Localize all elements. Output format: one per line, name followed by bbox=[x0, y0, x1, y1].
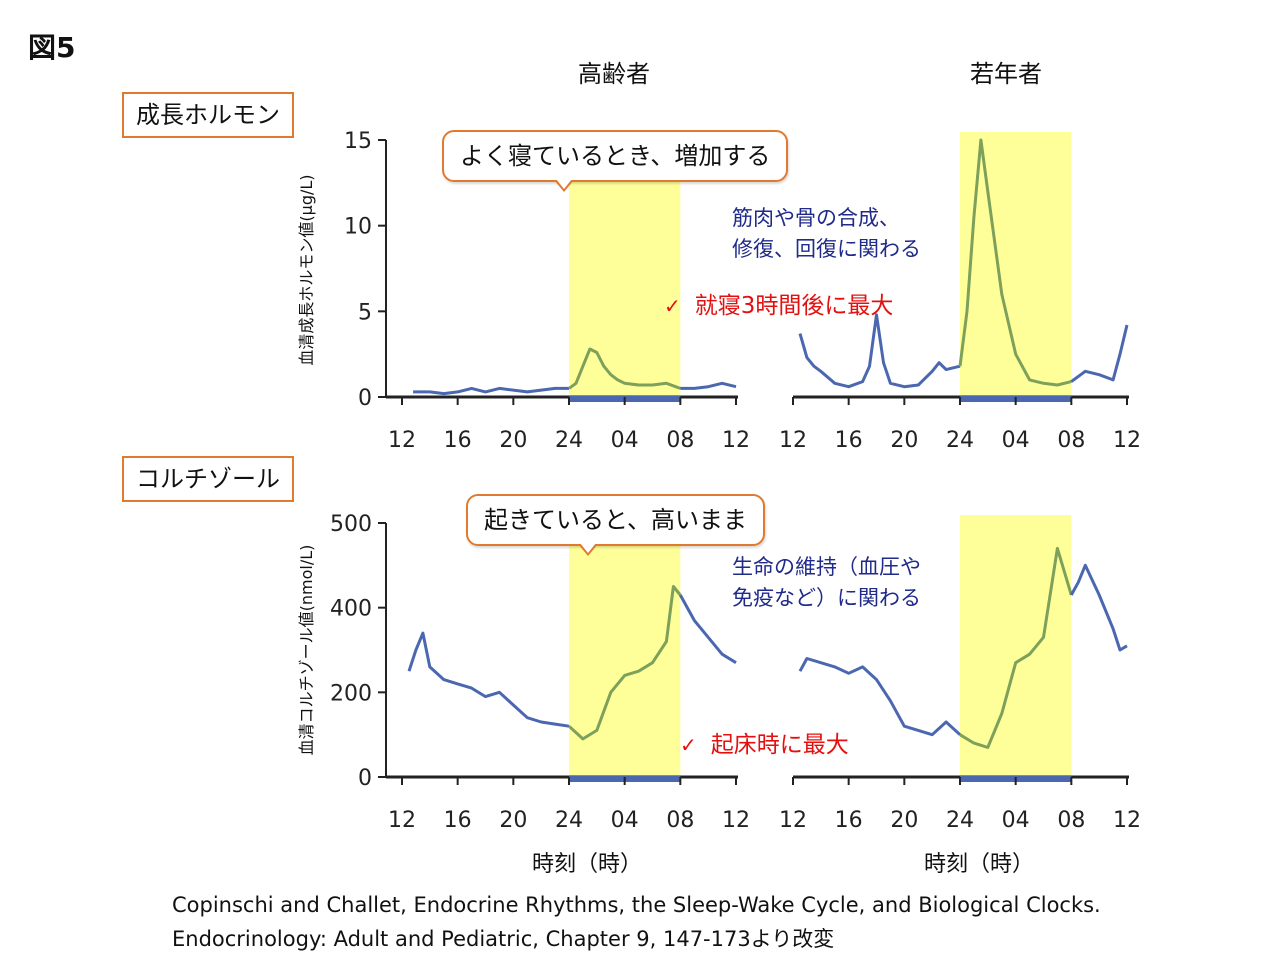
gh-young-x-tick-label: 16 bbox=[835, 428, 863, 453]
gh-function-note-line-2: 修復、回復に関わる bbox=[732, 237, 921, 261]
gh-peak-note: ✓ 就寝3時間後に最大 bbox=[664, 286, 893, 320]
cortisol-young-x-tick-label: 24 bbox=[946, 808, 974, 833]
cortisol-section-label: コルチゾール bbox=[122, 456, 294, 502]
cortisol-peak-text: 起床時に最大 bbox=[710, 732, 849, 758]
citation-line-1: Copinschi and Challet, Endocrine Rhythms… bbox=[172, 893, 1101, 917]
check-icon: ✓ bbox=[680, 733, 697, 757]
cortisol-young-sleep-highlight bbox=[960, 515, 1072, 777]
gh-elderly-x-tick-label: 08 bbox=[666, 428, 694, 453]
cortisol-young-x-tick-label: 04 bbox=[1002, 808, 1030, 833]
cortisol-young-x-tick-label: 12 bbox=[1113, 808, 1141, 833]
cortisol-elderly-y-tick-label: 500 bbox=[330, 512, 372, 537]
gh-callout: よく寝ているとき、増加する bbox=[442, 130, 789, 192]
cortisol-elderly-x-tick-label: 04 bbox=[611, 808, 639, 833]
cortisol-young-series-awake-after bbox=[1069, 563, 1128, 652]
gh-young-x-tick-label: 20 bbox=[890, 428, 918, 453]
cortisol-elderly-x-tick-label: 12 bbox=[722, 808, 750, 833]
gh-elderly-y-tick-label: 5 bbox=[358, 300, 372, 325]
gh-young-x-tick-label: 24 bbox=[946, 428, 974, 453]
cortisol-function-note: 生命の維持（血圧や 免疫など）に関わる bbox=[732, 552, 921, 614]
cortisol-elderly-x-tick-label: 16 bbox=[444, 808, 472, 833]
cortisol-young-x-tick-label: 12 bbox=[779, 808, 807, 833]
citation: Copinschi and Challet, Endocrine Rhythms… bbox=[172, 888, 1101, 956]
cortisol-elderly-y-tick-label: 400 bbox=[330, 597, 372, 622]
gh-elderly-x-tick-label: 16 bbox=[444, 428, 472, 453]
citation-line-2: Endocrinology: Adult and Pediatric, Chap… bbox=[172, 927, 835, 951]
cortisol-peak-note: ✓ 起床時に最大 bbox=[680, 725, 849, 759]
gh-elderly-series-awake-after bbox=[680, 381, 737, 390]
cortisol-elderly-y-tick-label: 0 bbox=[358, 766, 372, 791]
gh-elderly-x-tick-label: 24 bbox=[555, 428, 583, 453]
gh-elderly-x-tick-label: 12 bbox=[388, 428, 416, 453]
gh-young-series-awake-before bbox=[798, 313, 961, 389]
cortisol-young-series-awake-before bbox=[798, 657, 962, 737]
check-icon: ✓ bbox=[664, 294, 681, 318]
cortisol-function-note-line-2: 免疫など）に関わる bbox=[732, 586, 921, 610]
cortisol-elderly-series-asleep bbox=[567, 585, 682, 741]
cortisol-young-x-tick-label: 16 bbox=[835, 808, 863, 833]
gh-young-x-tick-label: 12 bbox=[1113, 428, 1141, 453]
gh-young-x-tick-label: 04 bbox=[1002, 428, 1030, 453]
gh-section-label: 成長ホルモン bbox=[122, 92, 294, 138]
gh-elderly-x-tick-label: 20 bbox=[499, 428, 527, 453]
cortisol-young-x-tick-label: 08 bbox=[1057, 808, 1085, 833]
x-axis-label-elderly: 時刻（時） bbox=[531, 852, 642, 877]
gh-young-x-tick-label: 08 bbox=[1057, 428, 1085, 453]
gh-elderly-y-tick-label: 0 bbox=[358, 386, 372, 411]
cortisol-young-x-tick-label: 20 bbox=[890, 808, 918, 833]
cortisol-young-series-asleep bbox=[959, 546, 1073, 749]
cortisol-elderly-series-awake-before bbox=[407, 631, 570, 728]
cortisol-function-note-line-1: 生命の維持（血圧や bbox=[732, 555, 921, 579]
cortisol-elderly-series-awake-after bbox=[678, 594, 737, 664]
gh-elderly-y-tick-label: 10 bbox=[344, 215, 372, 240]
x-axis-label-young: 時刻（時） bbox=[923, 852, 1034, 877]
gh-function-note: 筋肉や骨の合成、 修復、回復に関わる bbox=[732, 203, 921, 265]
gh-young-series-asleep bbox=[958, 138, 1072, 387]
gh-elderly-series-awake-before bbox=[413, 386, 569, 396]
column-title-elderly: 高齢者 bbox=[578, 60, 650, 88]
gh-elderly-series-asleep bbox=[568, 347, 681, 390]
cortisol-elderly-x-tick-label: 24 bbox=[555, 808, 583, 833]
cortisol-elderly-x-tick-label: 08 bbox=[666, 808, 694, 833]
gh-elderly-x-tick-label: 04 bbox=[611, 428, 639, 453]
gh-function-note-line-1: 筋肉や骨の合成、 bbox=[732, 206, 900, 230]
cortisol-callout: 起きていると、高いまま bbox=[466, 494, 766, 556]
gh-elderly-y-tick-label: 15 bbox=[344, 129, 372, 154]
cortisol-elderly-x-tick-label: 12 bbox=[388, 808, 416, 833]
cortisol-elderly-x-tick-label: 20 bbox=[499, 808, 527, 833]
column-title-young: 若年者 bbox=[970, 60, 1042, 88]
gh-peak-text: 就寝3時間後に最大 bbox=[694, 293, 894, 319]
figure-label: 図5 bbox=[28, 31, 76, 64]
cortisol-elderly-y-tick-label: 200 bbox=[330, 681, 372, 706]
gh-young-x-tick-label: 12 bbox=[779, 428, 807, 453]
gh-young-series-awake-after bbox=[1070, 324, 1129, 383]
gh-elderly-x-tick-label: 12 bbox=[722, 428, 750, 453]
